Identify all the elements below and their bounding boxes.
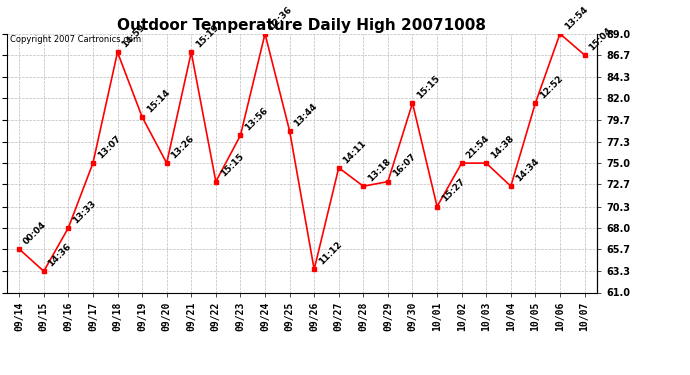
- Text: 15:14: 15:14: [145, 87, 172, 114]
- Text: 21:54: 21:54: [464, 134, 491, 160]
- Text: 12:52: 12:52: [538, 74, 565, 100]
- Text: 13:18: 13:18: [366, 157, 393, 183]
- Text: 13:44: 13:44: [293, 101, 319, 128]
- Text: 14:34: 14:34: [513, 157, 540, 183]
- Text: 15:15: 15:15: [415, 74, 442, 100]
- Text: 13:26: 13:26: [170, 134, 196, 160]
- Text: 14:36: 14:36: [46, 242, 73, 268]
- Text: 15:15: 15:15: [219, 152, 245, 179]
- Text: Copyright 2007 Cartronics.com: Copyright 2007 Cartronics.com: [10, 35, 141, 44]
- Text: 00:04: 00:04: [22, 220, 48, 246]
- Text: 15:27: 15:27: [440, 177, 466, 204]
- Text: 02:36: 02:36: [268, 4, 295, 31]
- Title: Outdoor Temperature Daily High 20071008: Outdoor Temperature Daily High 20071008: [117, 18, 486, 33]
- Text: 15:19: 15:19: [194, 23, 221, 50]
- Text: 16:07: 16:07: [391, 152, 417, 179]
- Text: 11:12: 11:12: [317, 240, 344, 267]
- Text: 13:56: 13:56: [243, 106, 270, 133]
- Text: 13:33: 13:33: [71, 198, 98, 225]
- Text: 13:54: 13:54: [563, 4, 589, 31]
- Text: 15:04: 15:04: [587, 26, 614, 52]
- Text: 13:07: 13:07: [96, 134, 122, 160]
- Text: 14:38: 14:38: [489, 134, 515, 160]
- Text: 14:11: 14:11: [342, 138, 368, 165]
- Text: 14:59: 14:59: [120, 22, 147, 50]
